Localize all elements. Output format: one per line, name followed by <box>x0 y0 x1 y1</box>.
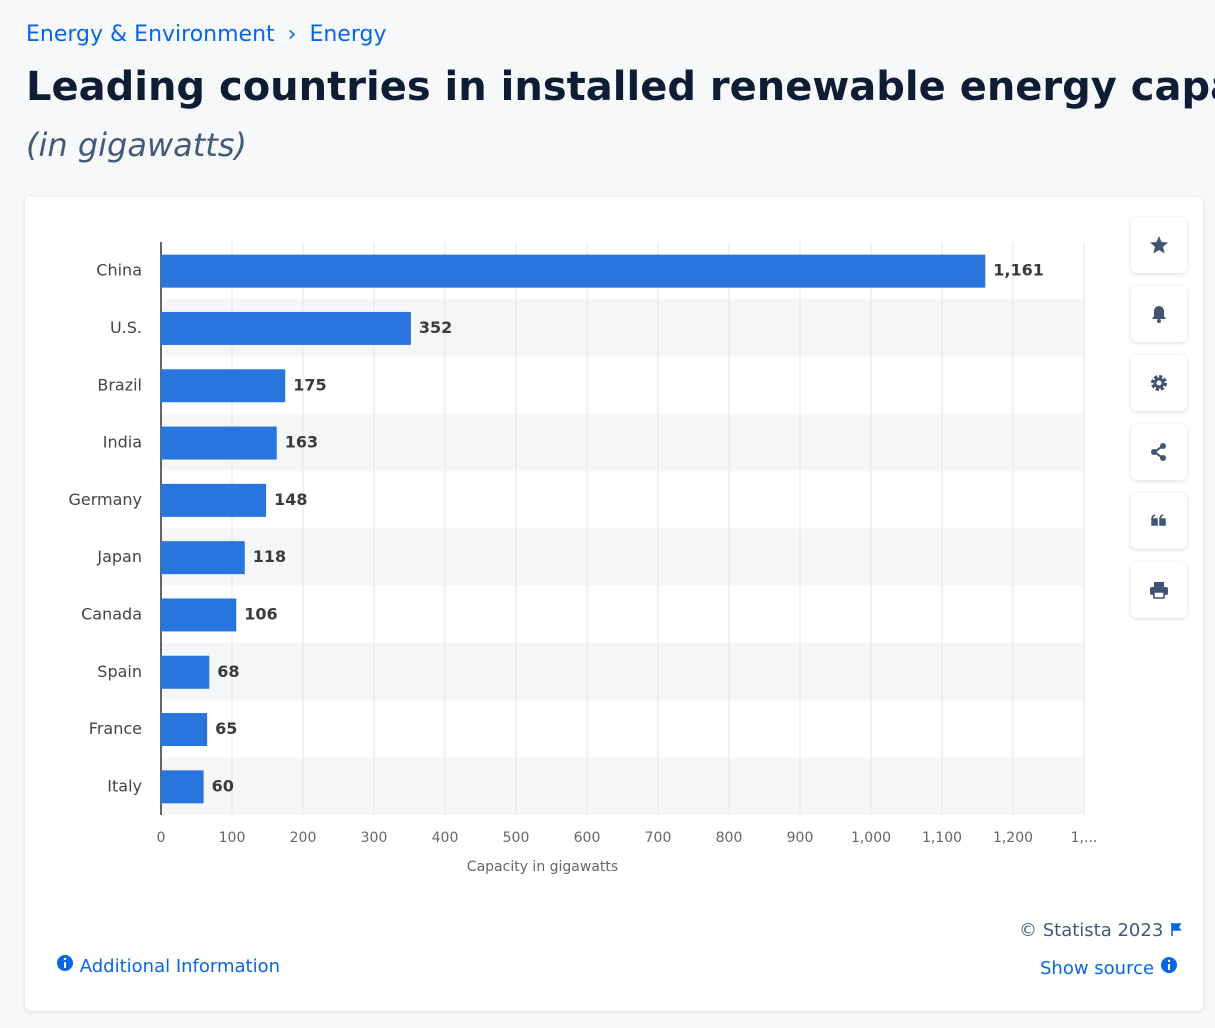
breadcrumb: Energy & Environment › Energy <box>26 22 392 47</box>
y-tick-label: Brazil <box>97 375 142 394</box>
cite-button[interactable] <box>1131 493 1187 549</box>
row-stripe <box>161 757 1084 815</box>
value-label: 118 <box>253 547 286 566</box>
share-icon <box>1151 443 1166 461</box>
show-source-text: Show source <box>1040 958 1155 979</box>
x-tick-label: 1,100 <box>922 830 962 846</box>
x-tick-label: 900 <box>787 830 814 846</box>
star-icon <box>1150 236 1168 254</box>
row-stripe <box>161 643 1084 701</box>
y-tick-label: Canada <box>81 604 142 623</box>
show-source-link[interactable]: Show source <box>1040 956 1178 979</box>
bar <box>161 770 204 804</box>
breadcrumb-link[interactable]: Energy & Environment <box>26 22 275 47</box>
y-tick-label: Japan <box>96 547 142 566</box>
x-tick-label: 100 <box>219 830 246 846</box>
row-stripe <box>161 528 1084 586</box>
y-tick-label: Germany <box>68 490 142 509</box>
quote-icon <box>1151 514 1166 526</box>
copyright[interactable]: © Statista 2023 <box>1019 920 1183 941</box>
info-icon <box>1160 957 1177 973</box>
gear-icon <box>1151 375 1167 391</box>
breadcrumb-link[interactable]: Energy <box>309 22 387 47</box>
row-stripe <box>161 413 1084 472</box>
value-label: 65 <box>215 719 237 738</box>
settings-button[interactable] <box>1131 355 1187 411</box>
y-tick-label: France <box>89 719 142 738</box>
x-tick-label: 300 <box>361 830 388 846</box>
y-tick-label: China <box>96 261 142 280</box>
bar <box>161 426 277 460</box>
x-tick-label: 800 <box>716 830 743 846</box>
info-icon <box>57 955 73 971</box>
additional-info-text: Additional Information <box>79 956 281 977</box>
y-tick-label: Spain <box>97 662 142 681</box>
value-label: 60 <box>212 776 234 795</box>
x-axis-title: Capacity in gigawatts <box>467 859 618 875</box>
favorite-button[interactable] <box>1131 217 1187 273</box>
value-label: 1,161 <box>993 261 1044 280</box>
x-tick-label: 600 <box>574 830 601 846</box>
notify-button[interactable] <box>1131 286 1187 342</box>
x-tick-label: 1,200 <box>993 830 1033 846</box>
print-icon <box>1150 582 1168 599</box>
share-button[interactable] <box>1131 424 1187 480</box>
value-label: 148 <box>274 490 307 509</box>
print-button[interactable] <box>1131 562 1187 618</box>
breadcrumb-separator: › <box>287 22 297 47</box>
value-label: 106 <box>244 604 277 623</box>
additional-info-link[interactable]: Additional Information <box>56 954 280 977</box>
bar <box>161 541 245 575</box>
page-subtitle: (in gigawatts) <box>26 126 247 164</box>
x-tick-label: 500 <box>503 830 530 846</box>
x-tick-label: 400 <box>432 830 459 846</box>
value-label: 163 <box>285 433 318 452</box>
value-label: 68 <box>217 662 239 681</box>
x-tick-label: 0 <box>157 830 166 846</box>
x-tick-label: 1,... <box>1071 830 1098 846</box>
bar <box>161 311 411 345</box>
bar <box>161 254 986 288</box>
x-tick-label: 1,000 <box>851 830 891 846</box>
bar <box>161 598 237 632</box>
bar <box>161 655 210 689</box>
x-tick-label: 700 <box>645 830 672 846</box>
x-tick-label: 200 <box>290 830 317 846</box>
bar <box>161 713 208 747</box>
y-tick-label: U.S. <box>110 318 142 337</box>
y-tick-label: India <box>103 433 142 452</box>
value-label: 352 <box>419 318 452 337</box>
flag-icon <box>1171 923 1182 936</box>
y-tick-label: Italy <box>107 776 142 795</box>
bar <box>161 369 286 403</box>
bar <box>161 483 267 517</box>
page-title: Leading countries in installed renewable… <box>26 64 1215 110</box>
copyright-text: © Statista 2023 <box>1019 920 1164 941</box>
value-label: 175 <box>293 375 326 394</box>
bell-icon <box>1152 306 1166 323</box>
